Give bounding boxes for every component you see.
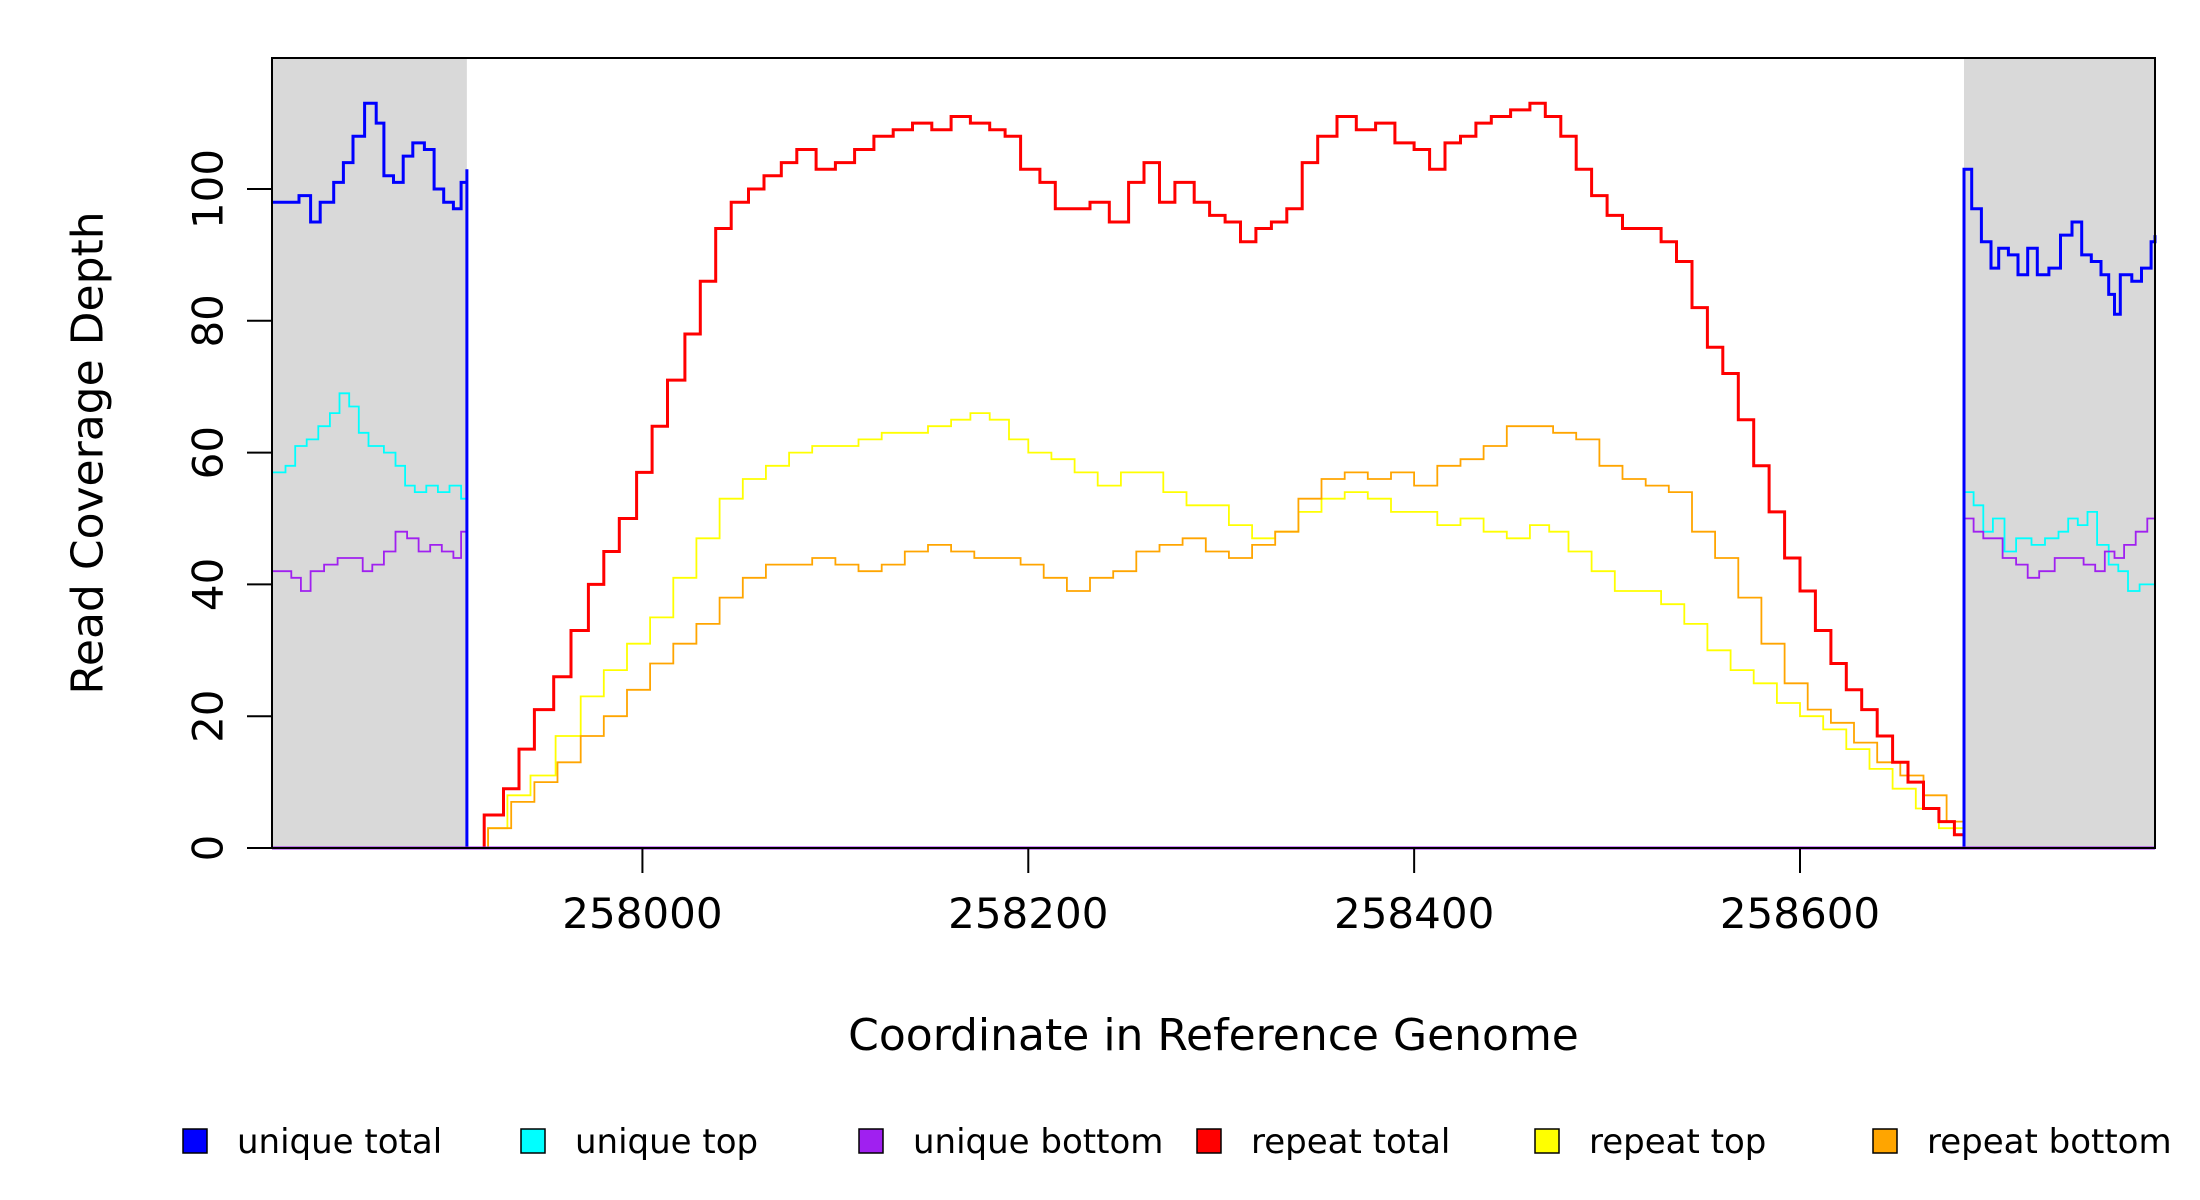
legend-label: unique top	[575, 1122, 758, 1162]
y-tick-label: 0	[184, 835, 233, 862]
series-line-repeat-total	[466, 101, 1966, 850]
series-line-repeat-top	[466, 412, 1965, 849]
plot-frame	[271, 57, 2156, 849]
legend: unique total unique top unique bottom repea…	[182, 1122, 2172, 1162]
legend-swatch	[182, 1128, 208, 1154]
legend-swatch	[1196, 1128, 1222, 1154]
x-tick-label: 258200	[948, 889, 1108, 938]
shaded-regions	[272, 58, 2155, 848]
y-axis-title: Read Coverage Depth	[63, 211, 114, 694]
series-line-unique-top	[272, 392, 2156, 849]
legend-item-unique-total: unique total	[182, 1122, 442, 1162]
shaded-region-1	[272, 58, 467, 848]
legend-swatch	[858, 1128, 884, 1154]
legend-item-repeat-bottom: repeat bottom	[1872, 1122, 2172, 1162]
series-line-unique-total	[272, 101, 2157, 850]
legend-swatch	[520, 1128, 546, 1154]
series-lines	[272, 101, 2157, 850]
x-tick-label: 258400	[1334, 889, 1494, 938]
legend-item-repeat-top: repeat top	[1534, 1122, 1766, 1162]
legend-item-repeat-total: repeat total	[1196, 1122, 1450, 1162]
legend-swatch	[1534, 1128, 1560, 1154]
y-tick-label: 40	[184, 558, 233, 611]
x-tick-label: 258600	[1720, 889, 1880, 938]
y-axis: 0 20 40 60 80 100	[184, 149, 273, 861]
x-axis: 258000 258200 258400 258600	[562, 847, 1880, 938]
legend-label: repeat total	[1251, 1122, 1450, 1162]
y-tick-label: 60	[184, 426, 233, 479]
legend-item-unique-bottom: unique bottom	[858, 1122, 1163, 1162]
legend-swatch	[1872, 1128, 1898, 1154]
legend-label: repeat bottom	[1927, 1122, 2172, 1162]
y-tick-label: 20	[184, 689, 233, 742]
x-axis-title: Coordinate in Reference Genome	[848, 1010, 1579, 1061]
legend-label: unique bottom	[913, 1122, 1163, 1162]
series-line-repeat-bottom	[466, 425, 1965, 849]
y-tick-label: 100	[184, 149, 233, 229]
legend-label: repeat top	[1589, 1122, 1766, 1162]
legend-item-unique-top: unique top	[520, 1122, 758, 1162]
shaded-region-2	[1963, 58, 2155, 848]
legend-label: unique total	[237, 1122, 442, 1162]
y-tick-label: 80	[184, 294, 233, 347]
x-tick-label: 258000	[562, 889, 722, 938]
